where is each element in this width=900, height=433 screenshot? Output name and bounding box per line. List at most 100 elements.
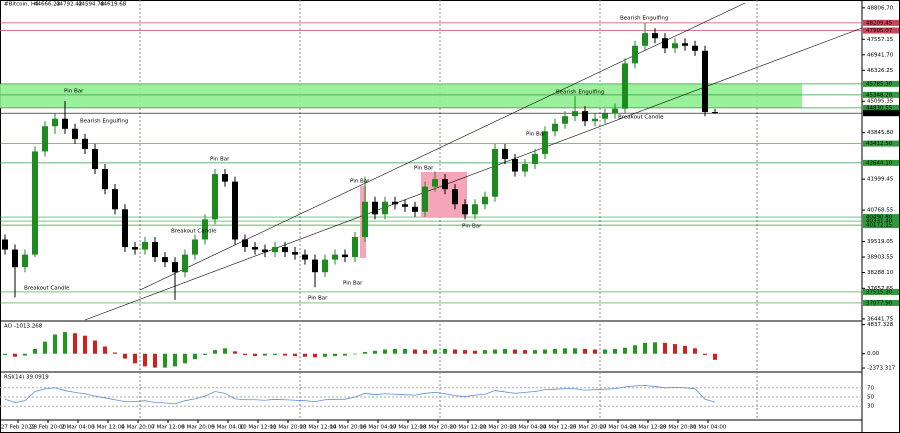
- x-tick-label: 24 Mar 12:00: [540, 425, 577, 431]
- annotation: Pin Bar: [462, 224, 482, 230]
- ao-bar: [123, 353, 127, 359]
- level-tag: [863, 218, 899, 225]
- ao-bar: [93, 340, 97, 354]
- annotation: Bearish Engulfing: [620, 16, 668, 22]
- ao-bar: [643, 342, 647, 354]
- x-tick-label: 16 Mar 04:00: [360, 425, 397, 431]
- ao-bar: [83, 335, 87, 354]
- ao-bar: [233, 351, 237, 354]
- y-tick-label: 38288.10: [867, 270, 894, 276]
- ao-bar: [253, 353, 257, 357]
- y-tick-label: 37657.65: [867, 286, 894, 292]
- annotation: Bearish Engulfing: [556, 90, 604, 96]
- ao-bar: [603, 349, 607, 354]
- candle-body: [412, 206, 418, 212]
- y-tick-label: 39519.05: [867, 239, 894, 245]
- candle-body: [72, 128, 78, 139]
- ao-bar: [573, 348, 577, 354]
- candle-body: [302, 254, 308, 260]
- ao-bar: [483, 350, 487, 354]
- ao-bar: [63, 332, 67, 354]
- ao-bar: [3, 353, 7, 355]
- x-tick-label: 13 Mar 12:00: [300, 425, 337, 431]
- candle-body: [502, 148, 508, 159]
- candle-body: [292, 252, 298, 255]
- ao-bar: [103, 346, 107, 354]
- candle-body: [482, 196, 488, 205]
- ao-bar: [53, 334, 57, 354]
- level-label: 42644.10: [866, 160, 893, 166]
- candle-body: [132, 247, 138, 250]
- ao-bar: [243, 353, 247, 355]
- candle-body: [602, 113, 608, 119]
- annotation: Bearish Engulfing: [80, 119, 128, 125]
- candle-body: [592, 118, 598, 122]
- candle-body: [192, 239, 198, 255]
- candle-body: [522, 164, 528, 172]
- candle-body: [682, 43, 688, 46]
- y-tick-label: 41999.45: [867, 177, 894, 183]
- ao-bar: [503, 348, 507, 354]
- annotation: Breakout Candle: [618, 115, 664, 121]
- level-tag: [863, 110, 899, 117]
- support-zone: [0, 83, 802, 108]
- candle-body: [392, 201, 398, 205]
- candle-body: [702, 50, 708, 113]
- ao-bar: [443, 348, 447, 354]
- ao-bar: [213, 350, 217, 354]
- rsi-tick-label: 70: [867, 385, 874, 391]
- ao-bar: [193, 353, 197, 360]
- ao-bar: [543, 349, 547, 354]
- ao-bar: [593, 349, 597, 354]
- ao-bar: [693, 348, 697, 354]
- level-label: 47905.07: [866, 28, 893, 34]
- ao-bar: [663, 342, 667, 354]
- candle-body: [92, 148, 98, 170]
- ao-bar: [113, 352, 117, 354]
- x-tick-label: 4 Mar 20:00: [121, 425, 155, 431]
- level-label: 43412.50: [866, 141, 893, 147]
- ao-bar: [563, 348, 567, 354]
- candle-body: [532, 153, 538, 165]
- y-tick-label: 47557.15: [867, 37, 894, 43]
- ao-bar: [133, 353, 137, 364]
- level-label: 48209.45: [866, 20, 893, 26]
- ao-bar: [173, 353, 177, 367]
- ao-bar: [263, 353, 267, 356]
- candle-body: [362, 201, 368, 237]
- level-tag: [863, 19, 899, 26]
- ao-bar: [613, 348, 617, 354]
- candle-body: [632, 45, 638, 64]
- candle-body: [82, 138, 88, 149]
- candle-body: [452, 189, 458, 205]
- annotation: Pin Bar: [64, 89, 84, 95]
- candle-body: [492, 148, 498, 197]
- y-tick-label: 45095.35: [867, 99, 894, 105]
- candle-body: [282, 247, 288, 253]
- candle-body: [222, 174, 228, 182]
- ao-bar: [283, 353, 287, 356]
- annotation: Pin Bar: [343, 281, 363, 287]
- ao-bar: [363, 351, 367, 354]
- y-tick-label: 40768.55: [867, 208, 894, 214]
- candle-body: [212, 174, 218, 220]
- x-tick-label: 8 Mar 20:00: [181, 425, 215, 431]
- ohlc-low: 44594.78: [78, 2, 105, 8]
- ao-bar: [43, 341, 47, 354]
- candle-body: [272, 247, 278, 253]
- ao-bar: [493, 349, 497, 354]
- ao-bar: [183, 353, 187, 364]
- candle-body: [22, 254, 28, 268]
- ao-bar: [463, 350, 467, 354]
- ao-bar: [153, 353, 157, 368]
- ao-bar: [473, 350, 477, 354]
- x-tick-label: 18 Mar 20:00: [420, 425, 457, 431]
- candle-body: [622, 63, 628, 109]
- candle-body: [152, 242, 158, 258]
- annotation: Breakout Candle: [24, 286, 70, 292]
- level-label: 40172.15: [866, 223, 893, 229]
- x-tick-label: 27 Mar 04:00: [600, 425, 637, 431]
- level-tag: [863, 27, 899, 34]
- candle-body: [612, 108, 618, 114]
